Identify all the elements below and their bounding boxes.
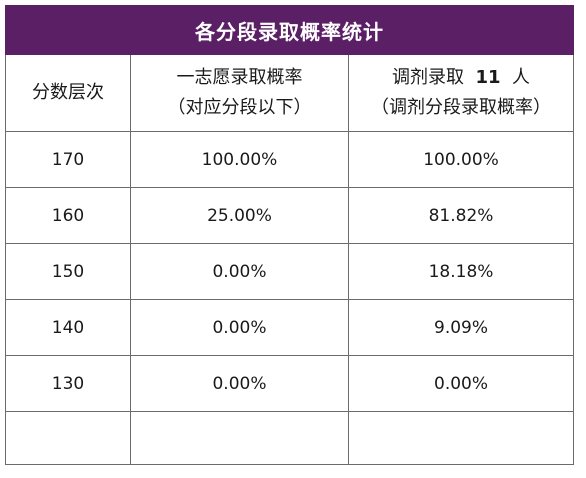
header-score-level: 分数层次 bbox=[5, 54, 131, 132]
table-row: 140 0.00% 9.09% bbox=[5, 299, 575, 356]
cell-adjustment-rate: 18.18% bbox=[347, 243, 575, 300]
cell-first-choice-rate: 0.00% bbox=[130, 243, 349, 300]
header-adjustment-suffix: 人 bbox=[511, 67, 530, 88]
cell-score: 150 bbox=[5, 243, 131, 300]
header-adjustment: 调剂录取 11 人 （调剂分段录取概率） bbox=[347, 54, 575, 132]
table-title-row: 各分段录取概率统计 bbox=[4, 5, 575, 55]
cell-adjustment-rate: 0.00% bbox=[347, 355, 575, 412]
header-first-choice: 一志愿录取概率 （对应分段以下） bbox=[130, 54, 349, 132]
header-first-choice-title: 一志愿录取概率 bbox=[176, 67, 303, 88]
table-row: 130 0.00% 0.00% bbox=[5, 355, 575, 412]
header-adjustment-title: 调剂录取 11 人 bbox=[349, 63, 573, 93]
cell-adjustment-rate: 81.82% bbox=[347, 187, 575, 244]
header-adjustment-count: 11 bbox=[475, 67, 501, 88]
cell-score: 170 bbox=[5, 131, 131, 188]
cell-score: 130 bbox=[5, 355, 131, 412]
cell-score: 140 bbox=[5, 299, 131, 356]
cell-first-choice-rate: 100.00% bbox=[130, 131, 349, 188]
empty-cell bbox=[5, 411, 131, 465]
table-row: 160 25.00% 81.82% bbox=[5, 187, 575, 244]
table-row: 150 0.00% 18.18% bbox=[5, 243, 575, 300]
empty-cell bbox=[347, 411, 575, 465]
cell-first-choice-rate: 0.00% bbox=[130, 299, 349, 356]
empty-row bbox=[5, 411, 575, 465]
empty-cell bbox=[130, 411, 349, 465]
admission-probability-table: 各分段录取概率统计 分数层次 一志愿录取概率 （对应分段以下） 调剂录取 11 … bbox=[4, 5, 575, 465]
table-row: 170 100.00% 100.00% bbox=[5, 131, 575, 188]
table-title: 各分段录取概率统计 bbox=[4, 5, 575, 55]
header-adjustment-prefix: 调剂录取 bbox=[392, 67, 465, 88]
header-row: 分数层次 一志愿录取概率 （对应分段以下） 调剂录取 11 人 （调剂分段录取概… bbox=[5, 54, 575, 132]
header-first-choice-note: （对应分段以下） bbox=[167, 97, 312, 118]
cell-score: 160 bbox=[5, 187, 131, 244]
cell-first-choice-rate: 25.00% bbox=[130, 187, 349, 244]
cell-adjustment-rate: 100.00% bbox=[347, 131, 575, 188]
cell-first-choice-rate: 0.00% bbox=[130, 355, 349, 412]
header-adjustment-note: （调剂分段录取概率） bbox=[371, 97, 551, 118]
cell-adjustment-rate: 9.09% bbox=[347, 299, 575, 356]
